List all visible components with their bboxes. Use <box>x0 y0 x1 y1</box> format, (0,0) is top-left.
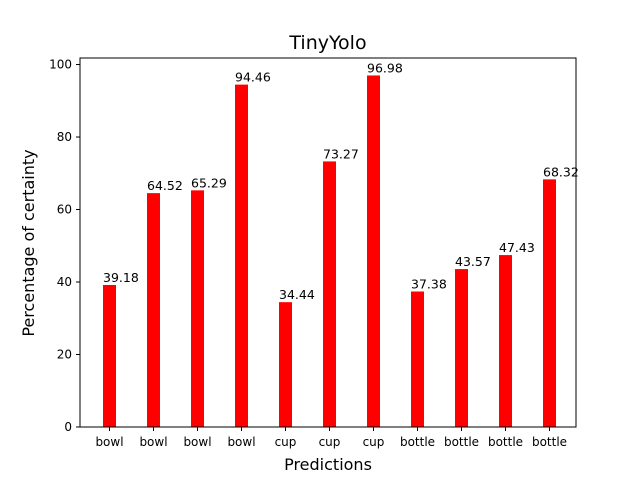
bar-value-label: 47.43 <box>499 240 535 255</box>
y-tick-label: 40 <box>57 275 72 289</box>
bar-value-label: 68.32 <box>543 164 579 179</box>
bar-value-label: 94.46 <box>235 70 271 85</box>
x-tick-label: bottle <box>488 435 523 449</box>
bars-group <box>103 75 556 427</box>
bar <box>411 291 424 427</box>
bar <box>191 190 204 427</box>
bar <box>543 179 556 427</box>
bar <box>367 75 380 427</box>
bar-value-label: 73.27 <box>323 146 359 161</box>
x-tick-label: bowl <box>139 435 167 449</box>
x-axis-ticks: bowl bowl bowl bowl cup cup cup bottle bottle bot… <box>95 427 567 449</box>
bar <box>323 161 336 427</box>
x-tick-label: bowl <box>227 435 255 449</box>
bar-value-label: 37.38 <box>411 277 447 292</box>
y-axis-ticks: 0 20 40 60 80 100 <box>49 58 80 434</box>
bar <box>499 255 512 427</box>
x-tick-label: bowl <box>183 435 211 449</box>
x-tick-label: cup <box>275 435 297 449</box>
chart-title: TinyYolo <box>288 32 366 54</box>
bar-value-label: 96.98 <box>367 60 403 75</box>
bar <box>147 193 160 427</box>
bar <box>235 84 248 427</box>
y-axis-label: Percentage of certainty <box>19 149 38 336</box>
bar-value-label: 65.29 <box>191 175 227 190</box>
y-tick-label: 0 <box>64 420 72 434</box>
x-tick-label: bowl <box>95 435 123 449</box>
y-tick-label: 80 <box>57 130 72 144</box>
x-axis-label: Predictions <box>284 455 372 474</box>
x-tick-label: cup <box>319 435 341 449</box>
bar <box>103 284 116 427</box>
bar <box>455 269 468 427</box>
bar-value-labels: 39.18 64.52 65.29 94.46 34.44 73.27 96.98 37.38… <box>103 60 579 302</box>
bar-value-label: 64.52 <box>147 178 183 193</box>
bar-value-label: 43.57 <box>455 254 491 269</box>
bar-value-label: 34.44 <box>279 287 315 302</box>
bar <box>279 302 292 427</box>
plot-frame <box>79 57 577 428</box>
y-tick-label: 60 <box>57 203 72 217</box>
x-tick-label: bottle <box>532 435 567 449</box>
x-tick-label: bottle <box>400 435 435 449</box>
x-tick-label: bottle <box>444 435 479 449</box>
y-tick-label: 100 <box>49 58 72 72</box>
x-tick-label: cup <box>363 435 385 449</box>
y-tick-label: 20 <box>57 348 72 362</box>
bar-value-label: 39.18 <box>103 270 139 285</box>
